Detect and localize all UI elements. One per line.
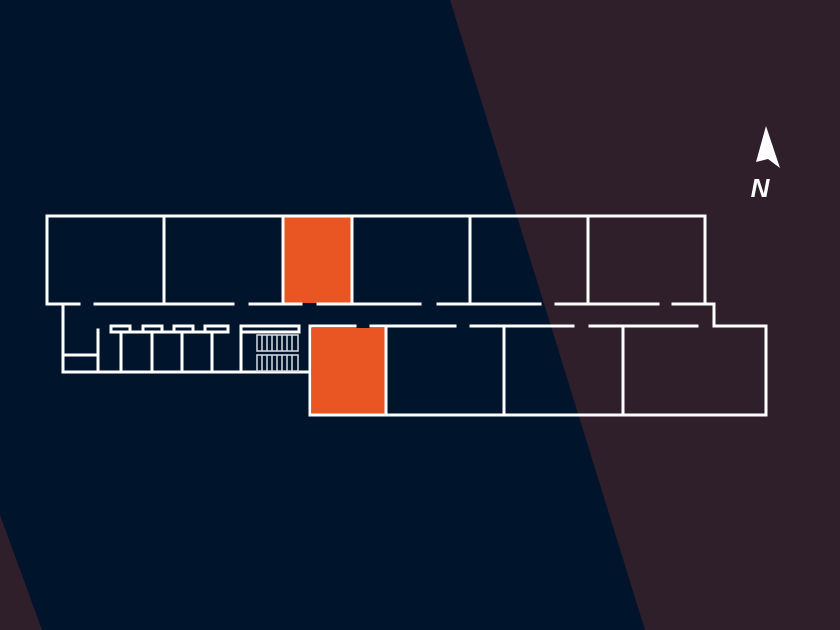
compass-label: N — [751, 173, 771, 203]
lower-row-room-1[interactable] — [312, 328, 385, 414]
background-navy-band — [0, 0, 645, 630]
north-arrow-icon — [756, 126, 780, 168]
walls — [45, 214, 768, 417]
upper-row-room-3[interactable] — [284, 217, 352, 303]
stairs — [256, 334, 299, 372]
